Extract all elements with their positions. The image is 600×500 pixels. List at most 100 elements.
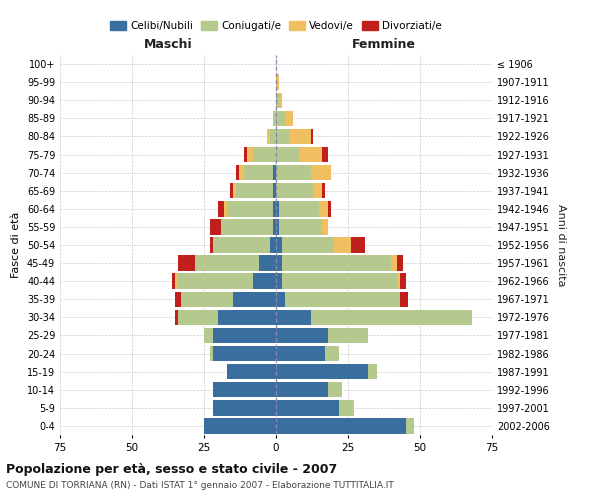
Bar — [212, 238, 270, 252]
Bar — [311, 165, 331, 180]
Bar — [233, 292, 276, 307]
Bar — [319, 201, 328, 216]
Bar — [175, 310, 178, 325]
Bar — [400, 292, 409, 307]
Bar — [270, 128, 276, 144]
Bar — [400, 274, 406, 289]
Bar — [276, 346, 325, 362]
Bar — [391, 256, 397, 271]
Bar — [276, 400, 340, 415]
Bar — [406, 418, 414, 434]
Bar — [268, 128, 270, 144]
Bar — [212, 382, 276, 398]
Bar — [276, 128, 290, 144]
Bar — [178, 274, 253, 289]
Text: Femmine: Femmine — [352, 38, 416, 52]
Bar — [253, 274, 276, 289]
Bar — [218, 201, 224, 216]
Bar — [282, 238, 334, 252]
Bar — [181, 292, 233, 307]
Bar — [178, 310, 218, 325]
Bar — [259, 256, 276, 271]
Bar — [233, 183, 236, 198]
Bar — [276, 110, 284, 126]
Bar — [210, 346, 212, 362]
Bar — [227, 364, 276, 380]
Bar — [311, 128, 313, 144]
Bar — [224, 201, 227, 216]
Bar — [276, 165, 311, 180]
Bar — [284, 292, 400, 307]
Y-axis label: Fasce di età: Fasce di età — [11, 212, 21, 278]
Bar — [340, 400, 354, 415]
Bar — [276, 256, 282, 271]
Bar — [351, 238, 365, 252]
Bar — [244, 147, 247, 162]
Bar — [273, 183, 276, 198]
Bar — [284, 110, 293, 126]
Bar — [175, 292, 181, 307]
Bar — [397, 274, 400, 289]
Bar — [276, 292, 284, 307]
Bar — [276, 183, 313, 198]
Bar — [276, 147, 299, 162]
Bar — [239, 165, 244, 180]
Bar — [236, 183, 273, 198]
Bar — [282, 256, 391, 271]
Bar — [328, 201, 331, 216]
Text: Maschi: Maschi — [143, 38, 193, 52]
Bar — [204, 418, 276, 434]
Bar — [397, 256, 403, 271]
Bar — [276, 219, 279, 234]
Bar — [230, 183, 233, 198]
Bar — [322, 219, 328, 234]
Bar — [313, 183, 322, 198]
Bar — [334, 238, 351, 252]
Bar — [227, 201, 273, 216]
Text: Popolazione per età, sesso e stato civile - 2007: Popolazione per età, sesso e stato civil… — [6, 462, 337, 475]
Bar — [178, 256, 196, 271]
Bar — [247, 147, 253, 162]
Bar — [325, 346, 340, 362]
Bar — [273, 219, 276, 234]
Bar — [218, 310, 276, 325]
Bar — [221, 219, 273, 234]
Bar — [253, 147, 276, 162]
Legend: Celibi/Nubili, Coniugati/e, Vedovi/e, Divorziati/e: Celibi/Nubili, Coniugati/e, Vedovi/e, Di… — [106, 16, 446, 35]
Text: COMUNE DI TORRIANA (RN) - Dati ISTAT 1° gennaio 2007 - Elaborazione TUTTITALIA.I: COMUNE DI TORRIANA (RN) - Dati ISTAT 1° … — [6, 481, 394, 490]
Bar — [276, 92, 279, 108]
Bar — [279, 92, 282, 108]
Bar — [196, 256, 259, 271]
Y-axis label: Anni di nascita: Anni di nascita — [556, 204, 566, 286]
Bar — [204, 328, 212, 343]
Bar — [328, 328, 368, 343]
Bar — [276, 274, 282, 289]
Bar — [276, 238, 282, 252]
Bar — [279, 201, 319, 216]
Bar — [282, 274, 397, 289]
Bar — [276, 418, 406, 434]
Bar — [322, 147, 328, 162]
Bar — [212, 346, 276, 362]
Bar — [236, 165, 239, 180]
Bar — [299, 147, 322, 162]
Bar — [328, 382, 342, 398]
Bar — [322, 183, 325, 198]
Bar — [175, 274, 178, 289]
Bar — [276, 74, 279, 90]
Bar — [210, 238, 212, 252]
Bar — [273, 165, 276, 180]
Bar — [290, 128, 311, 144]
Bar — [273, 110, 276, 126]
Bar — [273, 201, 276, 216]
Bar — [279, 219, 322, 234]
Bar — [276, 310, 311, 325]
Bar — [172, 274, 175, 289]
Bar — [276, 382, 328, 398]
Bar — [244, 165, 273, 180]
Bar — [212, 400, 276, 415]
Bar — [276, 201, 279, 216]
Bar — [276, 364, 368, 380]
Bar — [212, 328, 276, 343]
Bar — [311, 310, 472, 325]
